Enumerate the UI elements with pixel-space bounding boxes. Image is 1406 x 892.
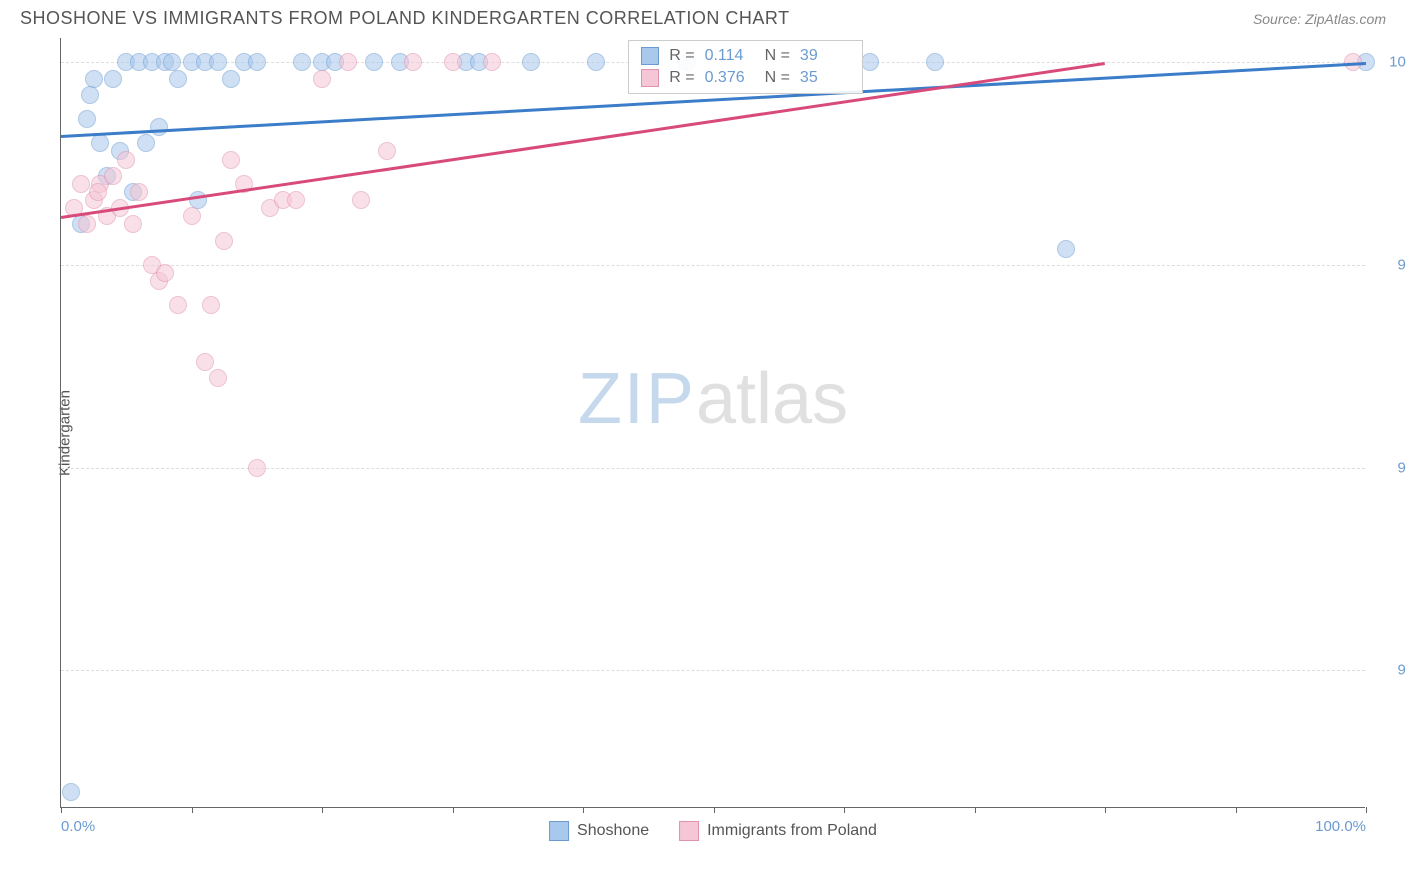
- legend-swatch: [679, 821, 699, 841]
- scatter-point: [85, 70, 103, 88]
- x-tick: [322, 807, 323, 813]
- stats-swatch: [641, 69, 659, 87]
- scatter-point: [287, 191, 305, 209]
- scatter-point: [169, 296, 187, 314]
- x-tick: [975, 807, 976, 813]
- y-tick-label: 100.0%: [1389, 54, 1406, 71]
- scatter-point: [209, 53, 227, 71]
- stats-r-value: 0.114: [705, 47, 755, 65]
- scatter-point: [248, 459, 266, 477]
- scatter-point: [339, 53, 357, 71]
- y-tick-label: 92.5%: [1397, 662, 1406, 679]
- source-label: Source: ZipAtlas.com: [1253, 11, 1386, 27]
- stats-r-label: R =: [669, 47, 694, 65]
- y-tick-label: 97.5%: [1397, 256, 1406, 273]
- scatter-point: [352, 191, 370, 209]
- watermark-atlas: atlas: [696, 359, 848, 439]
- stats-n-value: 39: [800, 47, 850, 65]
- x-tick: [192, 807, 193, 813]
- scatter-point: [81, 86, 99, 104]
- scatter-point: [78, 215, 96, 233]
- stats-n-value: 35: [800, 69, 850, 87]
- scatter-point: [196, 353, 214, 371]
- x-tick-label: 0.0%: [61, 818, 95, 835]
- scatter-point: [926, 53, 944, 71]
- scatter-point: [89, 183, 107, 201]
- x-tick: [1236, 807, 1237, 813]
- legend-item: Immigrants from Poland: [679, 821, 877, 841]
- legend: Shoshone Immigrants from Poland: [549, 821, 877, 841]
- scatter-point: [104, 70, 122, 88]
- y-tick-label: 95.0%: [1397, 459, 1406, 476]
- x-tick: [453, 807, 454, 813]
- stats-box: R = 0.114 N = 39 R = 0.376 N = 35: [628, 40, 863, 94]
- scatter-point: [72, 175, 90, 193]
- scatter-point: [62, 783, 80, 801]
- legend-label: Shoshone: [577, 822, 649, 840]
- scatter-point: [861, 53, 879, 71]
- scatter-point: [78, 110, 96, 128]
- x-tick: [61, 807, 62, 813]
- scatter-point: [313, 70, 331, 88]
- scatter-point: [404, 53, 422, 71]
- scatter-point: [222, 70, 240, 88]
- scatter-point: [202, 296, 220, 314]
- gridline: [61, 670, 1365, 671]
- scatter-point: [169, 70, 187, 88]
- scatter-point: [209, 369, 227, 387]
- scatter-point: [248, 53, 266, 71]
- scatter-point: [1057, 240, 1075, 258]
- stats-row: R = 0.376 N = 35: [641, 67, 850, 89]
- scatter-point: [222, 151, 240, 169]
- scatter-point: [587, 53, 605, 71]
- chart-header: SHOSHONE VS IMMIGRANTS FROM POLAND KINDE…: [0, 0, 1406, 33]
- x-tick: [583, 807, 584, 813]
- x-tick: [714, 807, 715, 813]
- x-tick: [844, 807, 845, 813]
- stats-r-label: R =: [669, 69, 694, 87]
- watermark: ZIPatlas: [578, 358, 848, 440]
- gridline: [61, 265, 1365, 266]
- scatter-point: [156, 264, 174, 282]
- x-tick: [1366, 807, 1367, 813]
- scatter-point: [522, 53, 540, 71]
- stats-n-label: N =: [765, 69, 790, 87]
- scatter-point: [444, 53, 462, 71]
- scatter-point: [293, 53, 311, 71]
- scatter-point: [124, 215, 142, 233]
- legend-label: Immigrants from Poland: [707, 822, 877, 840]
- legend-item: Shoshone: [549, 821, 649, 841]
- stats-swatch: [641, 47, 659, 65]
- scatter-point: [150, 118, 168, 136]
- scatter-point: [91, 134, 109, 152]
- scatter-point: [365, 53, 383, 71]
- scatter-point: [117, 151, 135, 169]
- scatter-point: [137, 134, 155, 152]
- stats-row: R = 0.114 N = 39: [641, 45, 850, 67]
- watermark-zip: ZIP: [578, 359, 696, 439]
- stats-n-label: N =: [765, 47, 790, 65]
- scatter-point: [483, 53, 501, 71]
- chart-container: Kindergarten ZIPatlas 92.5%95.0%97.5%100…: [60, 38, 1386, 828]
- chart-title: SHOSHONE VS IMMIGRANTS FROM POLAND KINDE…: [20, 8, 790, 29]
- plot-area: ZIPatlas 92.5%95.0%97.5%100.0%0.0%100.0%…: [60, 38, 1365, 808]
- stats-r-value: 0.376: [705, 69, 755, 87]
- scatter-point: [183, 207, 201, 225]
- x-tick: [1105, 807, 1106, 813]
- x-tick-label: 100.0%: [1315, 818, 1366, 835]
- scatter-point: [215, 232, 233, 250]
- scatter-point: [130, 183, 148, 201]
- scatter-point: [378, 142, 396, 160]
- trend-line: [61, 62, 1105, 218]
- scatter-point: [104, 167, 122, 185]
- legend-swatch: [549, 821, 569, 841]
